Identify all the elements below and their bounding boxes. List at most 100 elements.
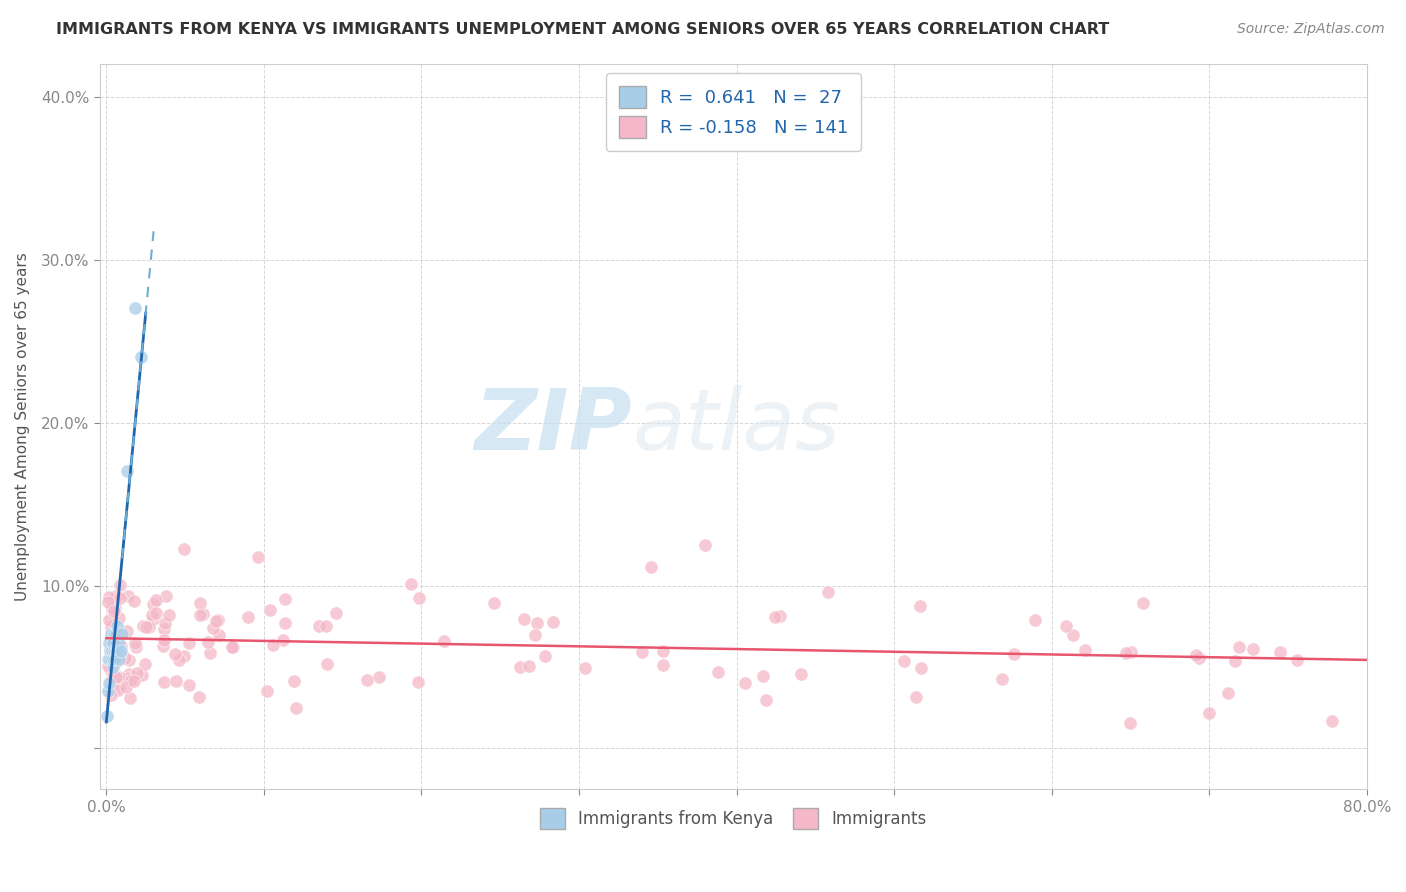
Point [107, 682, 129, 697]
Point [111, 627, 134, 641]
Point [222, 640, 245, 655]
Point [98, 643, 121, 657]
Point [408, 591, 430, 606]
Point [104, 627, 127, 641]
Point [142, 612, 165, 626]
Point [108, 670, 131, 684]
Point [308, 619, 330, 633]
Point [651, 657, 673, 672]
Point [97, 590, 120, 604]
Point [98, 652, 121, 666]
Point [754, 692, 776, 706]
Point [765, 609, 787, 624]
Point [103, 601, 125, 615]
Point [100, 688, 122, 702]
Point [114, 650, 136, 665]
Point [193, 607, 215, 621]
Point [693, 538, 716, 552]
Point [100, 627, 122, 641]
Point [262, 638, 284, 652]
Point [574, 661, 596, 675]
Point [98, 613, 121, 627]
Point [131, 668, 153, 682]
Point [101, 601, 124, 615]
Point [179, 678, 201, 692]
Point [1024, 613, 1046, 627]
Point [104, 670, 127, 684]
Point [315, 619, 337, 633]
Point [124, 673, 146, 688]
Point [110, 640, 132, 654]
Point [1285, 653, 1308, 667]
Point [274, 615, 297, 630]
Point [207, 613, 229, 627]
Point [104, 643, 127, 657]
Point [316, 657, 339, 671]
Point [110, 578, 132, 592]
Text: Source: ZipAtlas.com: Source: ZipAtlas.com [1237, 22, 1385, 37]
Point [752, 668, 775, 682]
Point [97, 676, 120, 690]
Point [640, 560, 662, 574]
Point [152, 639, 174, 653]
Point [208, 628, 231, 642]
Point [631, 645, 654, 659]
Point [526, 616, 548, 631]
Point [142, 597, 165, 611]
Point [115, 465, 138, 479]
Point [124, 301, 146, 316]
Point [285, 701, 308, 715]
Point [1002, 647, 1025, 661]
Point [100, 640, 122, 654]
Point [124, 636, 146, 650]
Point [108, 591, 131, 606]
Point [893, 654, 915, 668]
Point [97, 652, 120, 666]
Point [157, 608, 180, 623]
Point [1184, 648, 1206, 662]
Point [221, 640, 243, 654]
Point [117, 590, 139, 604]
Point [153, 623, 176, 637]
Point [135, 619, 157, 633]
Point [1270, 645, 1292, 659]
Point [104, 652, 127, 666]
Point [188, 690, 211, 705]
Point [108, 652, 131, 666]
Point [1187, 651, 1209, 665]
Point [246, 549, 269, 564]
Point [274, 592, 297, 607]
Point [406, 674, 429, 689]
Point [173, 541, 195, 556]
Point [108, 680, 131, 694]
Point [1227, 640, 1250, 654]
Point [103, 643, 125, 657]
Point [134, 657, 156, 671]
Point [153, 675, 176, 690]
Point [105, 635, 128, 649]
Point [100, 620, 122, 634]
Point [325, 606, 347, 620]
Point [115, 680, 138, 694]
Point [238, 610, 260, 624]
Point [200, 646, 222, 660]
Text: ZIP: ZIP [474, 385, 633, 468]
Point [101, 671, 124, 685]
Point [541, 615, 564, 629]
Point [1074, 642, 1097, 657]
Point [513, 611, 536, 625]
Point [115, 624, 138, 638]
Point [399, 576, 422, 591]
Point [1062, 628, 1084, 642]
Point [101, 660, 124, 674]
Point [118, 653, 141, 667]
Point [356, 673, 378, 687]
Point [105, 619, 128, 633]
Point [201, 621, 224, 635]
Y-axis label: Unemployment Among Seniors over 65 years: Unemployment Among Seniors over 65 years [15, 252, 30, 601]
Point [707, 665, 730, 679]
Point [789, 666, 811, 681]
Point [127, 666, 149, 681]
Point [166, 674, 188, 689]
Point [132, 619, 155, 633]
